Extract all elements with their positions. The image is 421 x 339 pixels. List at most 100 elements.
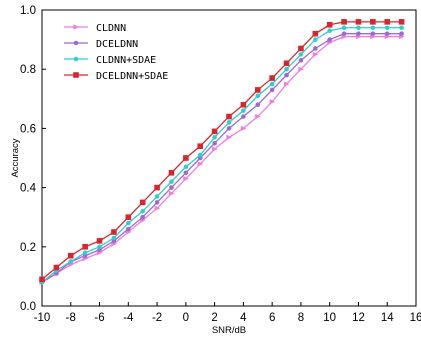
data-point-marker bbox=[226, 120, 232, 125]
data-point-marker bbox=[212, 140, 217, 146]
data-point-marker bbox=[255, 102, 261, 108]
data-point-marker bbox=[139, 199, 146, 206]
data-point-marker bbox=[356, 25, 361, 31]
data-point-marker bbox=[154, 200, 160, 205]
data-point-marker bbox=[298, 52, 304, 57]
data-point-marker bbox=[53, 264, 60, 271]
data-point-marker bbox=[97, 244, 102, 250]
data-point-marker bbox=[126, 220, 131, 226]
data-point-marker bbox=[169, 179, 174, 184]
legend: CLDNN DCELDNN CLDNN+SDAE DCELDNN+SDAE bbox=[64, 23, 168, 82]
data-point-marker bbox=[284, 66, 289, 72]
data-point-marker bbox=[269, 81, 275, 87]
data-point-marker bbox=[169, 185, 174, 190]
data-point-marker bbox=[73, 24, 80, 30]
x-tick-label: -6 bbox=[94, 312, 104, 324]
x-tick-label: -2 bbox=[152, 312, 162, 324]
data-point-marker bbox=[111, 229, 117, 235]
data-point-marker bbox=[111, 235, 117, 241]
data-point-marker bbox=[73, 72, 79, 78]
data-point-marker bbox=[82, 244, 88, 250]
legend-entry: CLDNN+SDAE bbox=[64, 55, 156, 66]
data-point-marker bbox=[226, 126, 232, 131]
data-point-marker bbox=[326, 22, 333, 28]
x-tick-label: 0 bbox=[183, 312, 189, 324]
data-point-marker bbox=[240, 101, 247, 108]
data-point-marker bbox=[298, 58, 304, 63]
data-point-marker bbox=[298, 45, 304, 52]
x-tick-label: 16 bbox=[410, 312, 421, 324]
series-dceldnn-sdae bbox=[39, 19, 405, 283]
data-point-marker bbox=[370, 31, 376, 36]
data-point-marker bbox=[126, 226, 131, 232]
data-point-marker bbox=[312, 51, 319, 57]
data-point-marker bbox=[355, 19, 362, 25]
y-tick-label: 0.0 bbox=[20, 301, 36, 313]
series-line bbox=[41, 27, 402, 283]
y-tick-label: 0.8 bbox=[20, 64, 36, 76]
legend-entry: DCELDNN+SDAE bbox=[64, 71, 168, 82]
legend-label: DCELDNN bbox=[96, 39, 138, 50]
data-point-marker bbox=[183, 164, 189, 170]
data-point-marker bbox=[269, 87, 275, 93]
data-point-marker bbox=[140, 214, 145, 220]
data-point-marker bbox=[255, 113, 261, 120]
data-point-marker bbox=[313, 37, 318, 42]
data-point-marker bbox=[254, 87, 261, 93]
data-point-marker bbox=[154, 205, 161, 211]
data-point-marker bbox=[384, 19, 391, 25]
data-point-marker bbox=[183, 176, 189, 182]
data-point-marker bbox=[356, 31, 361, 36]
data-point-marker bbox=[283, 60, 290, 67]
y-axis-label: Accuracy bbox=[10, 138, 21, 177]
data-point-marker bbox=[398, 19, 405, 25]
data-point-marker bbox=[168, 190, 175, 197]
data-point-marker bbox=[226, 113, 232, 120]
y-axis-ticks: 0.0 0.2 0.4 0.6 0.8 1.0 bbox=[20, 5, 46, 313]
series-line bbox=[41, 33, 402, 283]
data-point-marker bbox=[212, 146, 218, 152]
series-cldnn-sdae bbox=[39, 25, 404, 285]
data-point-marker bbox=[313, 46, 318, 51]
data-point-marker bbox=[269, 99, 276, 105]
data-point-marker bbox=[341, 25, 347, 31]
series-dceldnn bbox=[39, 31, 404, 285]
data-point-marker bbox=[211, 128, 218, 135]
data-point-marker bbox=[197, 161, 204, 167]
x-axis-ticks: -10 -8 -6 -4 -2 0 2 4 6 8 10 12 14 16 bbox=[34, 302, 421, 324]
data-point-marker bbox=[370, 25, 376, 31]
data-point-marker bbox=[269, 75, 275, 81]
x-tick-label: -4 bbox=[123, 312, 134, 324]
data-point-marker bbox=[283, 81, 290, 87]
data-point-marker bbox=[370, 19, 376, 25]
data-point-marker bbox=[68, 259, 74, 264]
x-tick-label: -10 bbox=[34, 312, 51, 324]
data-point-marker bbox=[255, 93, 261, 99]
data-point-marker bbox=[327, 28, 332, 34]
x-axis-label: SNR/dB bbox=[212, 325, 246, 336]
series-cldnn bbox=[39, 34, 405, 285]
data-point-marker bbox=[183, 170, 189, 176]
y-tick-label: 0.4 bbox=[20, 183, 37, 195]
plot-frame bbox=[41, 9, 417, 307]
legend-label: DCELDNN+SDAE bbox=[96, 71, 168, 82]
data-point-marker bbox=[168, 170, 175, 176]
data-point-marker bbox=[82, 250, 88, 256]
data-point-marker bbox=[154, 194, 160, 199]
y-tick-label: 1.0 bbox=[20, 5, 36, 17]
data-point-marker bbox=[341, 31, 347, 36]
legend-label: CLDNN bbox=[96, 23, 126, 34]
x-tick-label: 8 bbox=[298, 312, 304, 324]
data-point-marker bbox=[125, 214, 132, 220]
x-tick-label: 14 bbox=[381, 312, 394, 324]
x-tick-label: 12 bbox=[352, 312, 365, 324]
y-tick-label: 0.2 bbox=[20, 242, 36, 254]
series-layer bbox=[39, 19, 405, 285]
data-point-marker bbox=[96, 238, 103, 244]
x-tick-label: 10 bbox=[323, 312, 336, 324]
x-tick-label: 2 bbox=[211, 312, 217, 324]
data-point-marker bbox=[341, 19, 347, 25]
y-tick-label: 0.6 bbox=[20, 123, 36, 135]
data-point-marker bbox=[39, 276, 45, 283]
